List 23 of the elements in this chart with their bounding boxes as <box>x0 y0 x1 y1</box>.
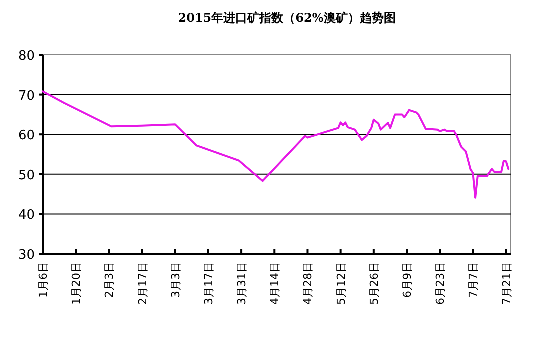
y-tick-label: 80 <box>18 49 35 64</box>
x-tick-label: 5月26日 <box>368 262 381 305</box>
x-tick-label: 3月3日 <box>169 262 182 298</box>
y-tick-label: 60 <box>18 128 35 144</box>
x-tick-label: 3月31日 <box>236 262 249 305</box>
y-tick-label: 70 <box>18 88 35 104</box>
y-tick-label: 40 <box>18 208 35 224</box>
x-tick-label: 1月6日 <box>37 262 50 298</box>
x-tick-label: 4月28日 <box>302 262 315 305</box>
x-tick-label: 3月17日 <box>202 262 216 305</box>
x-tick-label: 1月20日 <box>70 262 84 305</box>
line-series <box>42 90 510 199</box>
x-tick-label: 6月9日 <box>401 262 414 298</box>
y-tick-label: 50 <box>18 168 35 184</box>
x-tick-label: 7月7日 <box>467 262 480 298</box>
x-tick-label: 4月14日 <box>268 262 282 305</box>
x-tick-label: 2月3日 <box>103 262 116 298</box>
y-tick-label: 30 <box>18 248 35 263</box>
chart-title: 2015年进口矿指数（62%澳矿）趋势图 <box>178 11 396 25</box>
x-tick-label: 6月23日 <box>434 262 448 305</box>
x-tick-label: 2月17日 <box>136 262 150 305</box>
x-tick-label: 7月21日 <box>500 262 514 305</box>
x-tick-label: 5月12日 <box>334 262 348 305</box>
